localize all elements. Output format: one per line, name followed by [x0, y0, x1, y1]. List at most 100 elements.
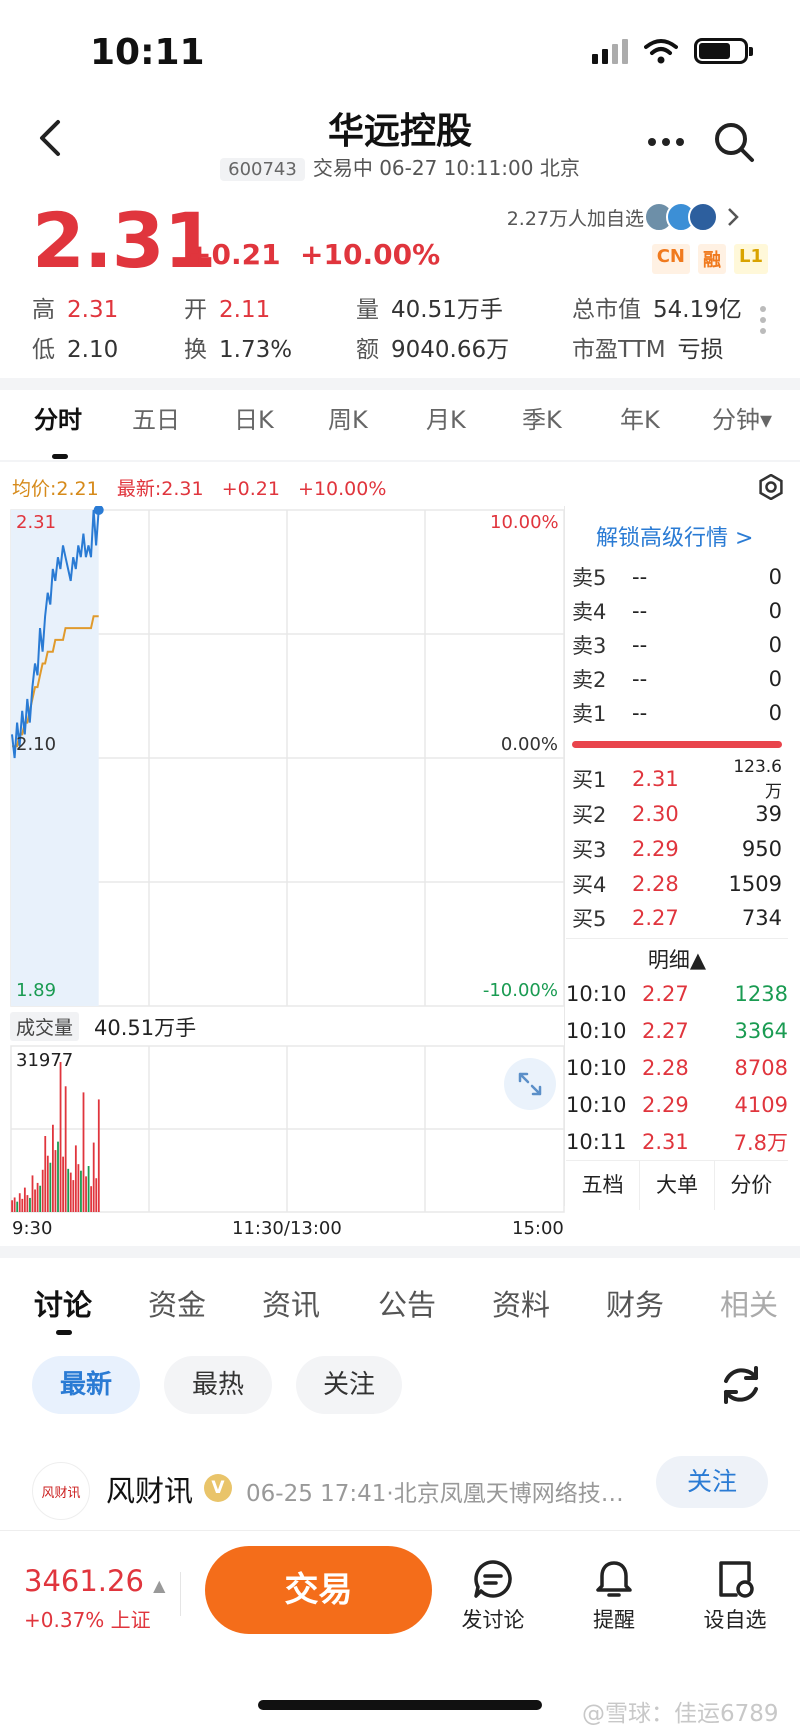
divider	[0, 1246, 800, 1258]
refresh-icon[interactable]	[718, 1362, 764, 1408]
status-icons	[592, 38, 753, 64]
tab-minute[interactable]: 分钟▾	[712, 406, 773, 434]
discuss-button[interactable]: 发讨论	[448, 1558, 538, 1634]
back-icon[interactable]	[34, 118, 64, 158]
tab-weekly-k[interactable]: 周K	[328, 406, 368, 434]
tab-five-level[interactable]: 五档	[566, 1161, 641, 1210]
avatar[interactable]: 风财讯	[32, 1462, 90, 1520]
intraday-chart	[10, 506, 565, 1213]
volume-bar	[74, 1145, 77, 1212]
volume-bar	[80, 1170, 82, 1212]
tab-news[interactable]: 资讯	[262, 1288, 321, 1322]
volume-bar	[16, 1201, 19, 1212]
tab-monthly-k[interactable]: 月K	[426, 406, 466, 434]
filter-following[interactable]: 关注	[296, 1356, 402, 1414]
tab-quarterly-k[interactable]: 季K	[522, 406, 562, 434]
volume-bar	[87, 1166, 90, 1212]
deal-row: 10:10 2.29 4109	[566, 1093, 788, 1117]
filter-hot[interactable]: 最热	[164, 1356, 272, 1414]
market-status: 交易中 06-27 10:11:00 北京	[312, 156, 580, 180]
unlock-advanced-link[interactable]: 解锁高级行情 >	[596, 526, 754, 551]
stat-open: 开 2.11	[184, 297, 271, 323]
detail-title[interactable]: 明细▲	[647, 948, 707, 972]
bid-ask-ratio-bar	[572, 741, 782, 748]
tab-related[interactable]: 相关	[720, 1288, 779, 1322]
filter-latest[interactable]: 最新	[32, 1356, 140, 1414]
tab-funds[interactable]: 资金	[148, 1288, 207, 1322]
axis-pct-mid: 0.00%	[500, 734, 558, 755]
axis-price-bottom: 1.89	[16, 980, 57, 1001]
verified-badge-icon: V	[204, 1474, 232, 1502]
tab-intraday[interactable]: 分时	[34, 406, 82, 434]
volume-bar	[36, 1182, 39, 1212]
price-line	[11, 509, 100, 759]
follow-button[interactable]: 关注	[656, 1456, 768, 1508]
chevron-right-icon	[728, 208, 739, 226]
tab-price-dist[interactable]: 分价	[730, 1173, 773, 1197]
chat-bubble-icon	[474, 1560, 512, 1598]
watchers-row[interactable]: 2.27万人加自选	[507, 202, 740, 232]
tab-big-orders[interactable]: 大单	[640, 1161, 715, 1210]
add-watchlist-icon	[719, 1561, 754, 1598]
stat-volume: 量 40.51万手	[356, 297, 503, 323]
tab-financials[interactable]: 财务	[606, 1288, 665, 1322]
index-value[interactable]: 3461.26 ▲	[24, 1564, 166, 1598]
volume-max: 31977	[16, 1050, 74, 1071]
expand-icon[interactable]	[504, 1058, 556, 1110]
watcher-avatars	[644, 202, 718, 232]
volume-bar	[97, 1099, 100, 1212]
legend-pct: +10.00%	[298, 478, 387, 500]
orderbook-tabs: 五档 大单 分价	[566, 1160, 788, 1210]
gear-icon[interactable]	[758, 474, 784, 500]
battery-icon	[694, 38, 753, 64]
volume-bar	[49, 1162, 52, 1212]
deal-row: 10:10 2.27 3364	[566, 1019, 788, 1043]
more-stats-icon[interactable]	[760, 306, 766, 334]
search-icon[interactable]	[712, 120, 756, 164]
tab-profile[interactable]: 资料	[492, 1288, 551, 1322]
volume-bar	[31, 1175, 34, 1212]
tab-discussion[interactable]: 讨论	[34, 1288, 93, 1322]
bell-icon	[596, 1561, 632, 1597]
volume-bar	[54, 1150, 57, 1212]
time-axis-mid: 11:30/13:00	[232, 1218, 342, 1239]
more-icon[interactable]	[648, 138, 684, 146]
volume-bar	[29, 1197, 31, 1212]
volume-bar	[11, 1200, 13, 1212]
ask-row: 卖2 -- 0	[572, 667, 782, 692]
volume-bar	[34, 1189, 36, 1212]
volume-bar	[69, 1172, 72, 1212]
volume-bar	[13, 1197, 16, 1212]
axis-price-mid: 2.10	[16, 734, 57, 755]
tab-daily-k[interactable]: 日K	[234, 406, 274, 434]
deal-row: 10:10 2.28 8708	[566, 1056, 788, 1080]
bid-row: 买1 2.31 123.6万	[572, 756, 782, 802]
volume-bar	[67, 1168, 70, 1212]
stock-badges: CN 融 L1	[651, 244, 768, 274]
badge-l1: L1	[734, 244, 768, 274]
time-axis-end: 15:00	[512, 1218, 564, 1239]
stat-market-cap: 总市值 54.19亿	[572, 297, 742, 323]
tab-announcements[interactable]: 公告	[378, 1288, 437, 1322]
volume-bar	[18, 1193, 21, 1212]
stat-low: 低 2.10	[32, 337, 119, 363]
tab-yearly-k[interactable]: 年K	[620, 406, 660, 434]
volume-bar	[21, 1198, 24, 1212]
trade-button[interactable]: 交易	[205, 1546, 432, 1634]
volume-bar	[26, 1195, 29, 1212]
orderbook-divider	[564, 506, 565, 1206]
index-change: +0.37% 上证	[24, 1608, 151, 1632]
volume-bar	[85, 1176, 87, 1212]
bid-row: 买4 2.28 1509	[572, 872, 782, 897]
alert-button[interactable]: 提醒	[569, 1558, 659, 1634]
tab-5day[interactable]: 五日	[132, 406, 180, 434]
add-watchlist-button[interactable]: 设自选	[690, 1558, 780, 1634]
volume-bar	[82, 1092, 85, 1212]
current-price: 2.31	[32, 196, 217, 285]
volume-bar	[64, 1086, 67, 1212]
stock-code: 600743	[220, 158, 305, 181]
volume-bars	[11, 1062, 100, 1212]
post-author[interactable]: 风财讯	[106, 1474, 194, 1508]
badge-margin: 融	[698, 244, 726, 274]
bid-row: 买2 2.30 39	[572, 802, 782, 827]
